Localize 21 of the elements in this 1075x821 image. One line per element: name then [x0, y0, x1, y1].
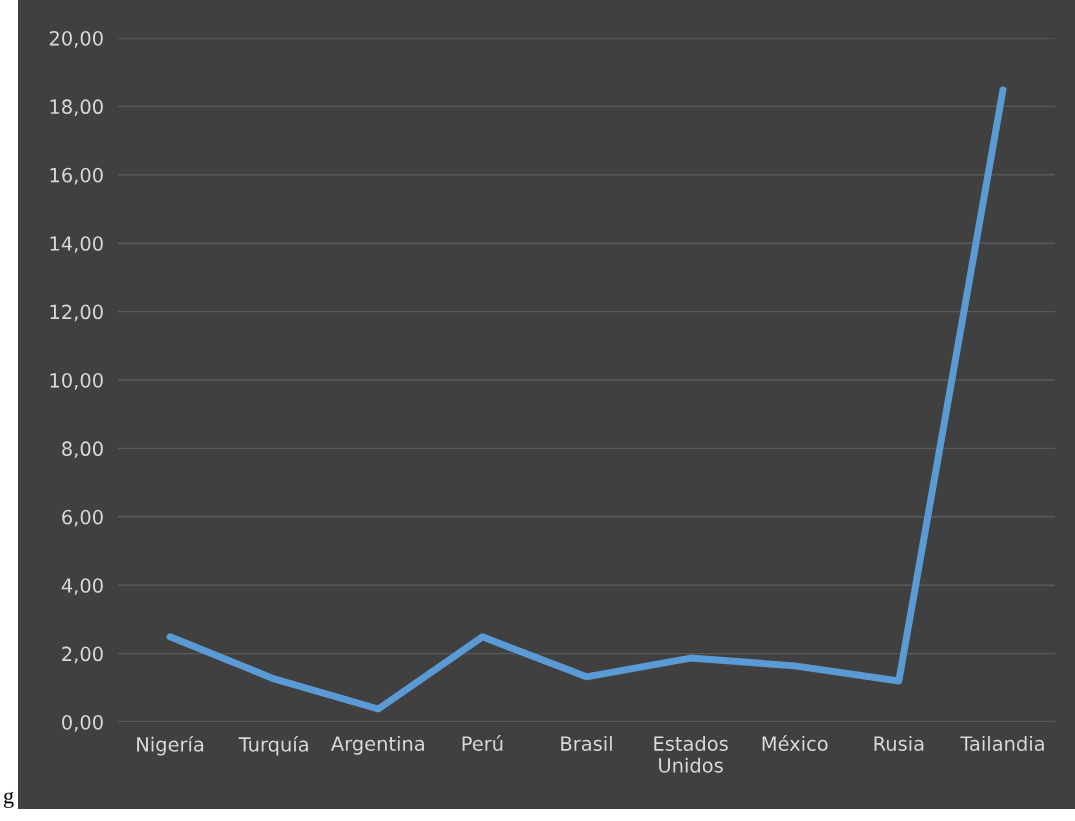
x-tick-label: Nigería: [137, 735, 204, 756]
text: g: [3, 791, 14, 808]
y-tick-label: 16,00: [50, 167, 103, 185]
y-tick-label: 20,00: [49, 30, 103, 48]
x-tick-label: Argentina: [331, 735, 424, 755]
y-tick-label: 12,00: [50, 304, 103, 322]
x-tick-label: Rusia: [874, 735, 924, 751]
y-tick-label: 6,00: [62, 509, 103, 527]
y-tick-label: 2,00: [62, 646, 103, 664]
x-tick-label: Estados Unidos: [654, 735, 728, 773]
y-tick-label: 10,00: [50, 372, 103, 390]
x-tick-label: Perú: [462, 735, 503, 751]
x-tick-label: Brasil: [561, 735, 612, 751]
y-tick-label: 4,00: [61, 578, 103, 595]
y-tick-label: 0,00: [62, 714, 103, 732]
y-tick-label: 8,00: [62, 441, 103, 459]
x-tick-label: México: [762, 735, 828, 751]
x-tick-label: Tailandia: [960, 735, 1044, 751]
y-tick-label: 18,00: [50, 99, 103, 117]
x-tick-label: Turquía: [238, 735, 308, 756]
y-tick-label: 14,00: [50, 236, 103, 253]
